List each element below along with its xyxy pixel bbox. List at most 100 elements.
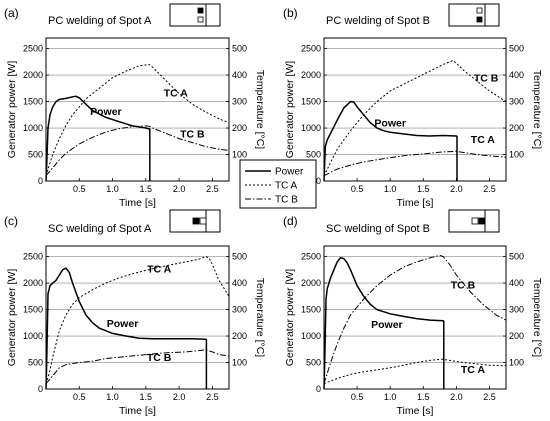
y-left-tick-label: 0	[38, 176, 43, 186]
panel-title: PC welding of Spot B	[326, 15, 430, 27]
legend-label: TC A	[275, 181, 298, 192]
series-annotation: TC A	[461, 364, 486, 376]
x-tick-label: 2.0	[173, 392, 186, 402]
y-right-axis-label: Temperature [°C]	[531, 278, 543, 358]
y-left-tick-label: 500	[306, 150, 321, 160]
x-tick-label: 1.0	[106, 392, 119, 402]
x-tick-label: 1.5	[140, 184, 153, 194]
y-left-tick-label: 1500	[301, 305, 321, 315]
y-left-tick-label: 0	[316, 176, 321, 186]
series-annotation: Power	[90, 106, 122, 118]
y-right-tick-label: 500	[232, 44, 247, 54]
x-tick-label: 1.0	[384, 392, 397, 402]
series-line-tc-b	[323, 150, 507, 177]
x-axis-label: Time [s]	[397, 405, 434, 417]
y-right-tick-label: 400	[509, 70, 524, 80]
inset-spot-left	[471, 217, 479, 225]
inset-spot-left	[192, 217, 200, 225]
inset-spot-lower	[476, 16, 483, 23]
y-right-tick-label: 500	[509, 252, 524, 262]
inset-spot-right	[478, 217, 486, 225]
y-right-tick-label: 200	[509, 123, 524, 133]
y-right-axis-label: Temperature [°C]	[254, 70, 266, 150]
y-left-tick-label: 0	[38, 384, 43, 394]
y-right-axis-label: Temperature [°C]	[254, 278, 266, 358]
y-left-axis-label: Generator power [W]	[284, 269, 296, 367]
plot-frame	[45, 37, 230, 182]
y-left-tick-label: 2500	[23, 44, 43, 54]
panel-letter: (c)	[4, 214, 18, 228]
y-left-tick-label: 2000	[301, 278, 321, 288]
plot-frame	[45, 245, 230, 390]
x-tick-label: 1.5	[140, 392, 153, 402]
y-right-tick-label: 300	[232, 305, 247, 315]
panel-title: PC welding of Spot A	[48, 15, 152, 27]
y-left-tick-label: 1000	[301, 331, 321, 341]
legend: Power TC A TC B	[239, 159, 317, 209]
y-right-tick-label: 500	[509, 44, 524, 54]
chart-panel-b: 0.5 1.0 1.5 2.0 2.5 0 500 1000 1500 2000 2500 100 20…	[283, 3, 543, 209]
x-tick-label: 0.5	[73, 184, 86, 194]
series-annotation: Power	[371, 319, 403, 331]
y-left-tick-label: 2000	[301, 70, 321, 80]
y-left-tick-label: 2500	[301, 44, 321, 54]
series-line-power	[323, 100, 458, 182]
series-annotation: TC A	[471, 134, 496, 146]
y-right-tick-label: 100	[232, 358, 247, 368]
series-annotation: TC A	[147, 263, 172, 275]
y-right-tick-label: 100	[509, 358, 524, 368]
inset-box	[169, 3, 221, 27]
x-tick-label: 2.5	[483, 392, 496, 402]
y-right-tick-label: 100	[509, 150, 524, 160]
y-left-axis-label: Generator power [W]	[6, 61, 18, 159]
y-left-tick-label: 0	[316, 384, 321, 394]
series-annotation: Power	[107, 318, 139, 330]
spot-schematic-inset	[448, 3, 500, 27]
chart-panel-c: 0.5 1.0 1.5 2.0 2.5 0 500 1000 1500 2000 2500 100 20…	[4, 209, 266, 417]
series-line-tc-b	[45, 125, 230, 177]
x-tick-label: 2.0	[450, 184, 463, 194]
x-tick-label: 2.5	[206, 184, 219, 194]
plot-frame	[323, 37, 507, 182]
y-left-axis-label: Generator power [W]	[6, 269, 18, 367]
inset-spot-lower	[197, 16, 204, 23]
chart-panel-a: 0.5 1.0 1.5 2.0 2.5 0 500 1000 1500 2000 2500 100 20…	[4, 3, 266, 209]
panel-title: SC welding of Spot B	[326, 223, 430, 235]
x-tick-label: 1.0	[384, 184, 397, 194]
legend-label: TC B	[275, 195, 298, 206]
series-annotation: TC B	[147, 352, 172, 364]
x-tick-label: 2.5	[206, 392, 219, 402]
x-axis-label: Time [s]	[119, 405, 156, 417]
y-right-tick-label: 200	[232, 123, 247, 133]
inset-spot-right	[199, 217, 207, 225]
x-tick-label: 2.0	[450, 392, 463, 402]
y-left-axis-label: Generator power [W]	[284, 61, 296, 159]
y-left-tick-label: 2000	[23, 70, 43, 80]
x-tick-label: 0.5	[351, 392, 364, 402]
y-right-tick-label: 200	[509, 331, 524, 341]
y-right-tick-label: 400	[232, 70, 247, 80]
y-left-tick-label: 2000	[23, 278, 43, 288]
x-tick-label: 2.5	[483, 184, 496, 194]
x-axis-label: Time [s]	[119, 197, 156, 209]
series-line-tc-b	[323, 254, 507, 384]
x-tick-label: 1.5	[417, 392, 430, 402]
y-right-tick-label: 400	[232, 278, 247, 288]
x-tick-label: 1.0	[106, 184, 119, 194]
series-line-tc-b	[45, 349, 230, 385]
series-line-tc-a	[45, 63, 230, 176]
legend-box	[239, 159, 317, 209]
panel-letter: (a)	[4, 6, 19, 20]
y-left-tick-label: 1000	[23, 123, 43, 133]
y-right-tick-label: 100	[232, 150, 247, 160]
x-tick-label: 0.5	[351, 184, 364, 194]
y-left-tick-label: 2500	[301, 252, 321, 262]
spot-schematic-inset	[169, 209, 221, 233]
y-left-tick-label: 500	[306, 358, 321, 368]
y-left-tick-label: 1500	[301, 97, 321, 107]
y-right-tick-label: 300	[509, 305, 524, 315]
y-left-tick-label: 500	[28, 358, 43, 368]
series-annotation: Power	[374, 117, 406, 129]
y-right-tick-label: 300	[232, 97, 247, 107]
